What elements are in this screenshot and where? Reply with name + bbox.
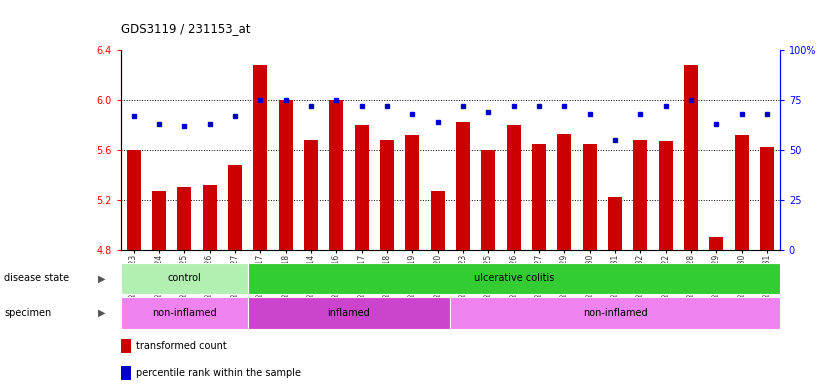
Bar [608, 197, 622, 250]
Bar [507, 125, 520, 250]
Bar [430, 191, 445, 250]
Bar [203, 185, 217, 250]
Text: transformed count: transformed count [136, 341, 227, 351]
Text: ulcerative colitis: ulcerative colitis [474, 273, 554, 283]
Text: inflamed: inflamed [328, 308, 370, 318]
Bar [178, 187, 191, 250]
Bar [121, 339, 131, 353]
Text: non-inflamed: non-inflamed [152, 308, 217, 318]
Bar [557, 134, 571, 250]
Bar [254, 65, 267, 250]
Text: disease state: disease state [4, 273, 69, 283]
Bar [354, 125, 369, 250]
Bar [456, 122, 470, 250]
Text: non-inflamed: non-inflamed [583, 308, 647, 318]
Bar [450, 297, 780, 328]
Bar [634, 140, 647, 250]
Text: percentile rank within the sample: percentile rank within the sample [136, 368, 301, 378]
Bar [532, 144, 546, 250]
Text: control: control [168, 273, 201, 283]
Text: GDS3119 / 231153_at: GDS3119 / 231153_at [121, 22, 250, 35]
Bar [248, 297, 450, 328]
Bar [583, 144, 596, 250]
Bar [735, 135, 749, 250]
Bar [659, 141, 673, 250]
Bar [710, 237, 723, 250]
Bar [329, 100, 344, 250]
Bar [152, 191, 166, 250]
Bar [760, 147, 774, 250]
Bar [248, 263, 780, 294]
Bar [228, 165, 242, 250]
Bar [279, 100, 293, 250]
Bar [684, 65, 698, 250]
Bar [304, 140, 318, 250]
Bar [121, 366, 131, 380]
Text: specimen: specimen [4, 308, 52, 318]
Bar [405, 135, 420, 250]
Bar [481, 150, 495, 250]
Bar [127, 150, 141, 250]
Text: ▶: ▶ [98, 308, 106, 318]
Bar [380, 140, 394, 250]
Bar [121, 297, 248, 328]
Text: ▶: ▶ [98, 273, 106, 283]
Bar [121, 263, 248, 294]
